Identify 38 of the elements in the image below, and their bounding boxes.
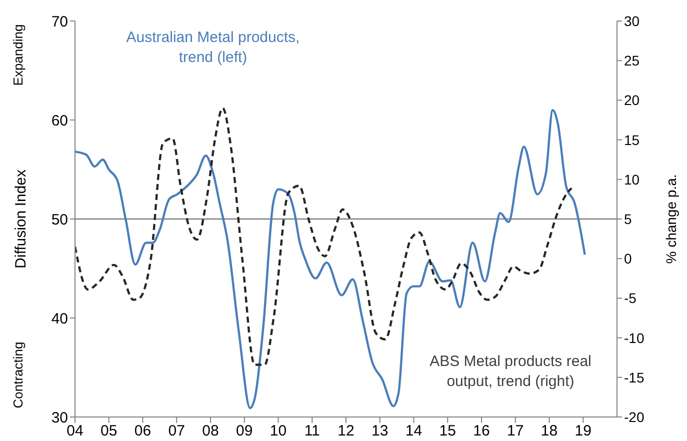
x-tick-label: 16 (473, 422, 490, 440)
y2-tick-label: 20 (624, 92, 640, 108)
x-tick-label: 19 (574, 422, 592, 440)
x-tick-label: 12 (338, 422, 354, 440)
y-tick-label: 70 (51, 13, 68, 30)
x-tick-label: 09 (236, 422, 253, 440)
x-tick-label: 17 (507, 422, 524, 440)
y2-tick-label: 10 (624, 171, 640, 188)
y-axis-title: Diffusion Index (12, 169, 30, 268)
x-tick-label: 14 (405, 422, 422, 440)
y2-tick-label: 30 (624, 12, 640, 29)
y2-tick-label: -15 (624, 369, 644, 386)
x-tick-label: 05 (100, 422, 118, 440)
y2-tick-label: 0 (624, 250, 632, 267)
x-tick-label: 08 (202, 422, 219, 440)
y2-tick-label: -10 (624, 330, 644, 346)
y2-axis-title: % change p.a. (662, 174, 679, 264)
x-tick-label: 18 (540, 422, 558, 440)
x-tick-label: 13 (372, 422, 388, 440)
x-tick-label: 11 (304, 422, 320, 440)
y2-tick-label: 25 (624, 52, 640, 69)
y2-tick-label: 15 (624, 132, 640, 148)
x-tick-label: 04 (66, 422, 84, 440)
y2-tick-label: -20 (624, 408, 644, 425)
y2-tick-label: 5 (624, 210, 632, 227)
text: Expanding (10, 24, 26, 86)
x-tick-label: 06 (134, 422, 152, 440)
x-tick-label: 10 (270, 422, 287, 440)
y-tick-label: 60 (51, 112, 68, 130)
y-tick-label: 40 (51, 310, 68, 328)
text: ABS Metal products real output, trend (right) (428, 352, 592, 392)
y-tick-label: 30 (51, 409, 68, 426)
text: Contracting (10, 342, 26, 408)
y2-tick-label: -5 (624, 290, 637, 306)
y-tick-label: 50 (51, 211, 68, 228)
text: Australian Metal products, trend (left) (125, 28, 301, 68)
x-tick-label: 15 (439, 422, 456, 440)
x-tick-label: 07 (168, 422, 185, 440)
